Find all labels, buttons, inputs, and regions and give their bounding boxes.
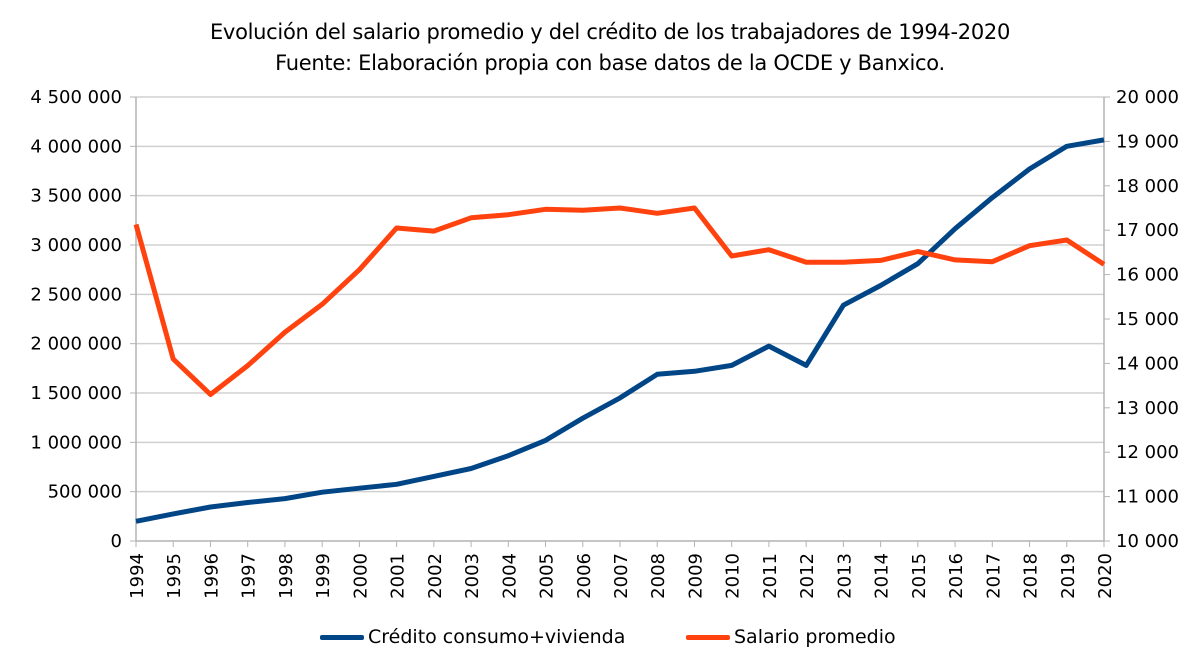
right-tick-label: 17 000 [1116, 220, 1179, 241]
x-tick-label: 2004 [499, 553, 520, 599]
right-tick-label: 20 000 [1116, 87, 1179, 108]
series-lines [133, 137, 1106, 524]
left-axis-ticks: 0 500 000 1 000 000 1 500 000 2 000 000 2 500… [30, 87, 136, 552]
x-tick-label: 1996 [201, 553, 222, 599]
left-tick-label: 3 000 000 [30, 235, 122, 256]
x-tick-label: 2016 [946, 553, 967, 599]
x-tick-label: 2011 [760, 553, 781, 599]
x-tick-label: 2005 [537, 553, 558, 599]
left-tick-label: 500 000 [48, 482, 122, 503]
legend-swatch-salario [686, 634, 730, 640]
x-tick-label: 1994 [127, 553, 148, 599]
x-tick-label: 2017 [983, 553, 1004, 599]
right-tick-label: 14 000 [1116, 353, 1179, 374]
left-tick-label: 4 500 000 [30, 87, 122, 108]
right-tick-label: 15 000 [1116, 309, 1179, 330]
x-tick-label: 2010 [723, 553, 744, 599]
left-tick-label: 1 500 000 [30, 383, 122, 404]
x-tick-label: 2009 [685, 553, 706, 599]
right-axis-ticks: 10 000 11 000 12 000 13 000 14 000 15 000 16 0… [1104, 87, 1179, 552]
right-tick-label: 12 000 [1116, 442, 1179, 463]
x-tick-label: 2008 [648, 553, 669, 599]
x-tick-label: 2019 [1058, 553, 1079, 599]
legend-label-credito: Crédito consumo+vivienda [368, 626, 626, 648]
chart-title: Evolución del salario promedio y del cré… [209, 20, 1011, 44]
legend-label-salario: Salario promedio [734, 626, 896, 648]
x-tick-label: 1997 [239, 553, 260, 599]
x-tick-label: 1998 [276, 553, 297, 599]
left-tick-label: 1 000 000 [30, 432, 122, 453]
gridlines [136, 96, 1104, 493]
x-tick-label: 2003 [462, 553, 483, 599]
right-tick-label: 11 000 [1116, 487, 1179, 508]
left-tick-label: 2 500 000 [30, 284, 122, 305]
legend-swatch-credito [320, 634, 364, 640]
right-tick-label: 16 000 [1116, 265, 1179, 286]
legend-item-salario: Salario promedio [686, 626, 896, 648]
x-tick-label: 1995 [164, 553, 185, 599]
x-tick-label: 2018 [1021, 553, 1042, 599]
x-tick-label: 2006 [574, 553, 595, 599]
x-tick-label: 2000 [350, 553, 371, 599]
right-tick-label: 19 000 [1116, 131, 1179, 152]
series-line-credito [135, 137, 1105, 524]
left-tick-label: 0 [111, 531, 122, 552]
legend: Crédito consumo+vivienda Salario promedi… [0, 626, 1200, 656]
x-tick-label: 2015 [909, 553, 930, 599]
x-axis-ticks: 1994 1995 1996 1997 1998 1999 2000 2001 2002 2003… [127, 541, 1116, 599]
axes [135, 97, 1105, 542]
chart-subtitle: Fuente: Elaboración propia con base dato… [275, 51, 945, 75]
x-tick-label: 1999 [313, 553, 334, 599]
x-tick-label: 2014 [872, 553, 893, 599]
left-tick-label: 3 500 000 [30, 186, 122, 207]
right-tick-label: 18 000 [1116, 176, 1179, 197]
right-tick-label: 10 000 [1116, 531, 1179, 552]
left-tick-label: 2 000 000 [30, 334, 122, 355]
right-tick-label: 13 000 [1116, 398, 1179, 419]
left-tick-label: 4 000 000 [30, 136, 122, 157]
x-tick-label: 2007 [611, 553, 632, 599]
legend-item-credito: Crédito consumo+vivienda [320, 626, 625, 648]
x-tick-label: 2012 [797, 553, 818, 599]
x-tick-label: 2001 [388, 553, 409, 599]
x-tick-label: 2020 [1095, 553, 1116, 599]
x-tick-label: 2013 [834, 553, 855, 599]
x-tick-label: 2002 [425, 553, 446, 599]
series-line-salario [133, 205, 1106, 397]
